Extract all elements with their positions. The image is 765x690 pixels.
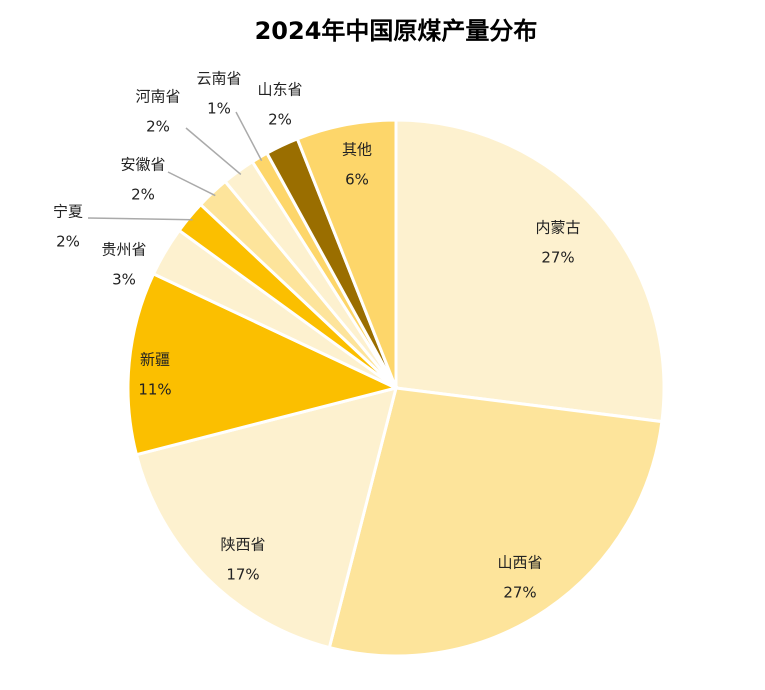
pie-slice	[327, 386, 664, 658]
pie-slice	[394, 118, 666, 424]
slice-label: 山东省	[257, 81, 302, 99]
pie-slice	[134, 385, 399, 650]
slice-value: 11%	[138, 381, 171, 399]
slice-label: 贵州省	[101, 241, 146, 259]
leader-line	[185, 127, 242, 175]
leader-line	[87, 217, 193, 221]
slice-value: 17%	[226, 566, 259, 584]
slice-value: 6%	[345, 171, 369, 189]
slice-label: 安徽省	[120, 156, 165, 174]
slice-label: 其他	[342, 141, 372, 159]
slice-value: 3%	[112, 271, 136, 289]
slice-value: 2%	[268, 111, 292, 129]
slice-label: 河南省	[135, 88, 180, 106]
slice-value: 27%	[541, 249, 574, 267]
slice-value: 1%	[207, 100, 231, 118]
slice-label: 宁夏	[53, 203, 83, 221]
slice-label: 山西省	[497, 554, 542, 572]
slice-value: 27%	[503, 584, 536, 602]
slice-label: 陕西省	[220, 536, 265, 554]
slice-value: 2%	[56, 233, 80, 251]
slice-label: 新疆	[140, 351, 170, 369]
slice-label: 云南省	[196, 70, 241, 88]
pie-slice	[126, 271, 401, 457]
chart-title: 2024年中国原煤产量分布	[255, 17, 538, 45]
slice-label: 内蒙古	[535, 219, 580, 237]
pie-slice	[295, 118, 398, 389]
leader-line	[167, 171, 216, 197]
slice-value: 2%	[131, 186, 155, 204]
leader-line	[235, 111, 263, 162]
slice-value: 2%	[146, 118, 170, 136]
